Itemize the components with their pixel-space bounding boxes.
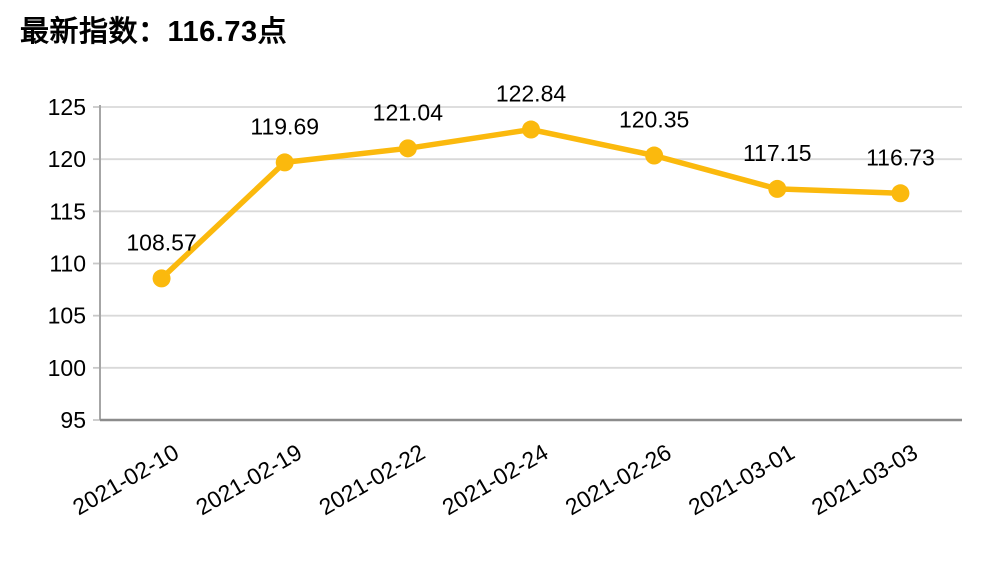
- x-tick-label: 2021-03-01: [684, 439, 799, 520]
- y-tick-label: 120: [48, 146, 86, 172]
- x-tick-label: 2021-02-26: [561, 439, 676, 520]
- data-point-label: 120.35: [619, 107, 689, 133]
- x-tick-label: 2021-02-24: [438, 439, 553, 520]
- y-tick-label: 115: [49, 198, 86, 224]
- y-tick-label: 100: [48, 355, 86, 381]
- data-point-marker: [891, 184, 910, 203]
- data-point-label: 122.84: [496, 81, 567, 107]
- x-tick-label: 2021-02-19: [191, 439, 306, 520]
- page-title: 最新指数：116.73点: [20, 16, 288, 48]
- y-tick-label: 110: [49, 251, 86, 277]
- y-tick-label: 105: [48, 303, 86, 329]
- data-point-marker: [768, 179, 787, 198]
- y-tick-label: 125: [48, 94, 86, 120]
- data-point-marker: [275, 153, 294, 172]
- x-tick-label: 2021-02-22: [314, 439, 429, 520]
- data-point-marker: [645, 146, 664, 165]
- data-point-label: 117.15: [743, 140, 812, 166]
- x-tick-label: 2021-02-10: [68, 439, 183, 520]
- data-point-label: 121.04: [373, 99, 444, 125]
- y-tick-label: 95: [60, 407, 86, 433]
- data-point-marker: [398, 139, 417, 158]
- data-point-label: 108.57: [126, 229, 196, 255]
- data-point-label: 116.73: [866, 144, 935, 170]
- x-tick-label: 2021-03-03: [807, 439, 922, 520]
- data-point-label: 119.69: [250, 113, 319, 139]
- data-point-marker: [522, 120, 540, 139]
- data-point-marker: [152, 269, 171, 288]
